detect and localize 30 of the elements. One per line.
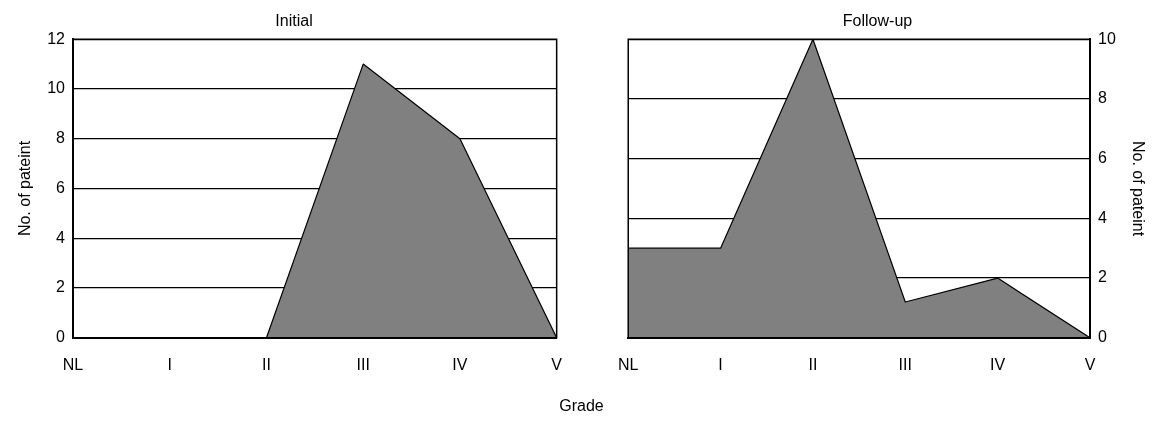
chart-title: Follow-up — [842, 12, 913, 30]
y2-axis-title: No. of pateint — [1129, 140, 1147, 237]
y-tick-label: 2 — [56, 278, 66, 296]
y-tick-label: 8 — [56, 129, 66, 147]
y-tick-label: 10 — [47, 79, 66, 97]
x-tick-label: NL — [618, 355, 639, 373]
x-tick-label: V — [1084, 355, 1096, 373]
y-tick-label: 4 — [56, 228, 66, 246]
y-tick-label: 6 — [56, 178, 66, 196]
y2-tick-label: 8 — [1098, 89, 1107, 107]
x-tick-label: I — [167, 355, 172, 373]
y-axis-title: No. of pateint — [16, 140, 34, 237]
x-axis-title: Grade — [558, 397, 605, 415]
x-tick-label: II — [262, 355, 271, 373]
x-tick-label: I — [718, 355, 723, 373]
x-tick-label: IV — [452, 355, 468, 373]
y2-tick-label: 0 — [1098, 328, 1107, 346]
y-tick-label: 12 — [47, 29, 66, 47]
x-tick-label: NL — [62, 355, 84, 373]
x-tick-label: II — [808, 355, 818, 373]
y2-tick-label: 10 — [1098, 29, 1116, 47]
x-tick-label: IV — [990, 355, 1006, 373]
y2-tick-label: 4 — [1098, 208, 1107, 226]
chart-title: Initial — [275, 12, 313, 30]
x-tick-label: III — [898, 355, 912, 373]
y2-tick-label: 6 — [1098, 149, 1107, 167]
x-tick-label: V — [551, 355, 563, 373]
x-tick-label: III — [356, 355, 370, 373]
y-tick-label: 0 — [56, 328, 66, 346]
y2-tick-label: 2 — [1098, 268, 1107, 286]
